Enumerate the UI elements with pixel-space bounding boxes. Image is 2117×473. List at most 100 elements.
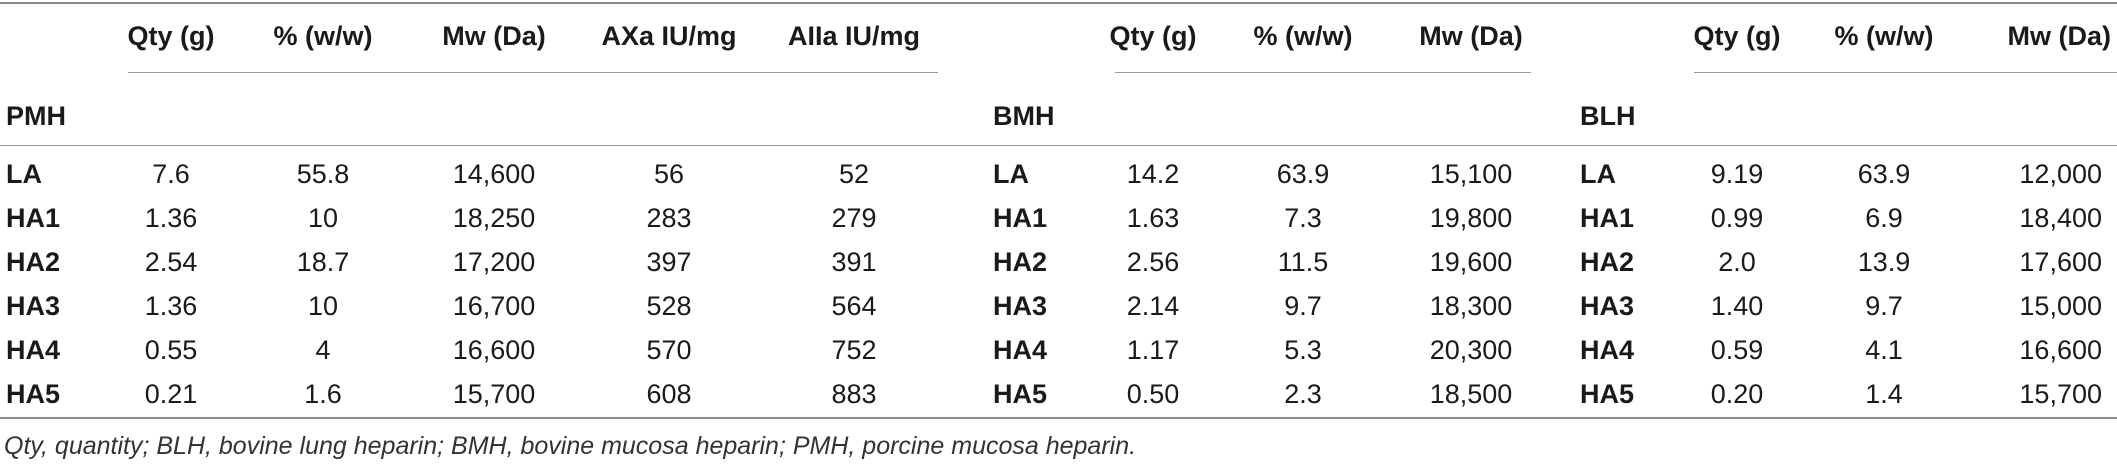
table-cell: 19,800 bbox=[1429, 203, 1513, 233]
table-cell: 1.6 bbox=[304, 379, 342, 409]
column-header: % (w/w) bbox=[1834, 21, 1934, 51]
column-header: % (w/w) bbox=[273, 21, 373, 51]
column-header: Qty (g) bbox=[1693, 21, 1781, 51]
header-rule bbox=[0, 145, 2117, 146]
row-label: LA bbox=[993, 159, 1029, 189]
row-label: LA bbox=[6, 159, 42, 189]
table-cell: 18.7 bbox=[296, 247, 350, 277]
table-cell: 1.40 bbox=[1710, 291, 1764, 321]
group-label: PMH bbox=[6, 101, 66, 131]
column-header: Mw (Da) bbox=[1419, 21, 1523, 51]
row-label: LA bbox=[1580, 159, 1616, 189]
table-cell: 0.21 bbox=[144, 379, 198, 409]
header-underline bbox=[1115, 72, 1531, 73]
table-cell: 1.36 bbox=[144, 203, 198, 233]
table-cell: 15,000 bbox=[2019, 291, 2102, 321]
table-cell: 9.19 bbox=[1710, 159, 1764, 189]
table-cell: 17,600 bbox=[2019, 247, 2102, 277]
table-cell: 2.3 bbox=[1284, 379, 1322, 409]
table-cell: 15,700 bbox=[452, 379, 536, 409]
row-label: HA3 bbox=[993, 291, 1048, 321]
table-cell: 6.9 bbox=[1865, 203, 1903, 233]
table-cell: 7.3 bbox=[1284, 203, 1322, 233]
table-cell: 4 bbox=[315, 335, 331, 365]
table-cell: 608 bbox=[646, 379, 692, 409]
row-label: HA4 bbox=[1580, 335, 1635, 365]
column-header: AXa IU/mg bbox=[601, 21, 737, 51]
table-cell: 11.5 bbox=[1277, 247, 1329, 277]
table-cell: 13.9 bbox=[1857, 247, 1911, 277]
table-cell: 570 bbox=[646, 335, 692, 365]
table-cell: 16,700 bbox=[452, 291, 536, 321]
table-cell: 397 bbox=[646, 247, 692, 277]
row-label: HA2 bbox=[1580, 247, 1635, 277]
table-cell: 279 bbox=[831, 203, 877, 233]
table-cell: 15,100 bbox=[1429, 159, 1513, 189]
column-header: AIIa IU/mg bbox=[787, 21, 921, 51]
table-cell: 0.20 bbox=[1710, 379, 1764, 409]
table-cell: 1.4 bbox=[1865, 379, 1903, 409]
table-cell: 10 bbox=[307, 203, 339, 233]
table-cell: 7.6 bbox=[152, 159, 190, 189]
row-label: HA1 bbox=[1580, 203, 1635, 233]
column-header: Mw (Da) bbox=[442, 21, 546, 51]
table-cell: 18,400 bbox=[2019, 203, 2102, 233]
row-label: HA3 bbox=[1580, 291, 1635, 321]
table-cell: 20,300 bbox=[1429, 335, 1513, 365]
row-label: HA5 bbox=[1580, 379, 1635, 409]
row-label: HA5 bbox=[993, 379, 1048, 409]
table-cell: 18,500 bbox=[1429, 379, 1513, 409]
table-cell: 883 bbox=[831, 379, 877, 409]
table-cell: 283 bbox=[646, 203, 692, 233]
table-cell: 56 bbox=[653, 159, 685, 189]
table-cell: 10 bbox=[307, 291, 339, 321]
row-label: HA1 bbox=[6, 203, 61, 233]
group-label: BLH bbox=[1580, 101, 1636, 131]
row-label: HA1 bbox=[993, 203, 1048, 233]
table-cell: 1.36 bbox=[144, 291, 198, 321]
table-cell: 18,300 bbox=[1429, 291, 1513, 321]
table-cell: 15,700 bbox=[2019, 379, 2102, 409]
table-cell: 1.17 bbox=[1126, 335, 1180, 365]
column-header: Qty (g) bbox=[1109, 21, 1197, 51]
table-cell: 16,600 bbox=[2019, 335, 2102, 365]
column-header: Mw (Da) bbox=[2007, 21, 2112, 51]
bottom-rule bbox=[0, 417, 2117, 419]
table-cell: 9.7 bbox=[1284, 291, 1322, 321]
top-rule bbox=[0, 2, 2117, 4]
table-cell: 0.50 bbox=[1126, 379, 1180, 409]
row-label: HA5 bbox=[6, 379, 61, 409]
table-cell: 14,600 bbox=[452, 159, 536, 189]
header-underline bbox=[128, 72, 938, 73]
row-label: HA2 bbox=[993, 247, 1048, 277]
row-label: HA4 bbox=[993, 335, 1048, 365]
group-label: BMH bbox=[993, 101, 1055, 131]
table-cell: 18,250 bbox=[452, 203, 536, 233]
table-cell: 5.3 bbox=[1284, 335, 1322, 365]
table-cell: 0.59 bbox=[1710, 335, 1764, 365]
table-cell: 63.9 bbox=[1276, 159, 1330, 189]
table-cell: 2.0 bbox=[1718, 247, 1756, 277]
table-cell: 2.14 bbox=[1126, 291, 1180, 321]
table-cell: 4.1 bbox=[1865, 335, 1903, 365]
table-cell: 52 bbox=[838, 159, 870, 189]
row-label: HA2 bbox=[6, 247, 61, 277]
table-cell: 16,600 bbox=[452, 335, 536, 365]
row-label: HA4 bbox=[6, 335, 61, 365]
table-cell: 0.99 bbox=[1710, 203, 1764, 233]
table-cell: 2.54 bbox=[144, 247, 198, 277]
table-footnote: Qty, quantity; BLH, bovine lung heparin;… bbox=[4, 432, 1137, 460]
table-cell: 19,600 bbox=[1429, 247, 1513, 277]
header-underline bbox=[1694, 72, 2117, 73]
column-header: % (w/w) bbox=[1253, 21, 1353, 51]
table-cell: 17,200 bbox=[452, 247, 536, 277]
row-label: HA3 bbox=[6, 291, 61, 321]
table-cell: 528 bbox=[646, 291, 692, 321]
table-cell: 12,000 bbox=[2019, 159, 2102, 189]
table-cell: 391 bbox=[831, 247, 877, 277]
table-cell: 0.55 bbox=[144, 335, 198, 365]
table-cell: 2.56 bbox=[1126, 247, 1180, 277]
table-cell: 14.2 bbox=[1126, 159, 1180, 189]
table-cell: 63.9 bbox=[1857, 159, 1911, 189]
table-cell: 564 bbox=[831, 291, 877, 321]
